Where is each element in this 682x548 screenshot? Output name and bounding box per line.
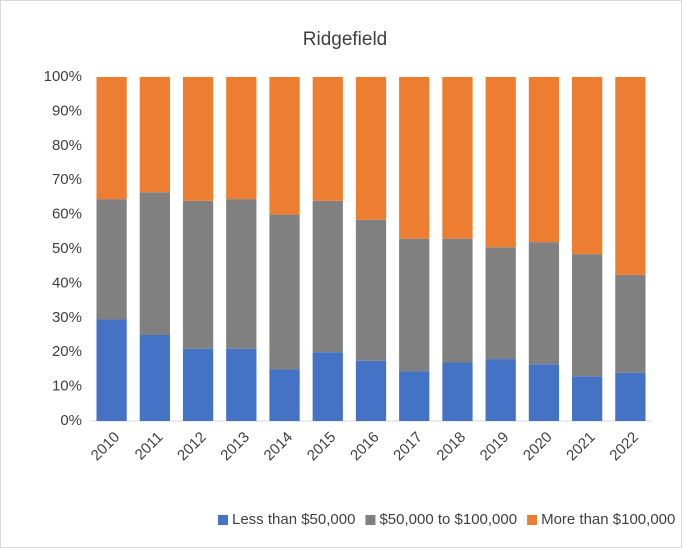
bar-segment: [355, 360, 387, 421]
bar-segment: [528, 364, 560, 421]
legend-swatch: [527, 515, 538, 525]
bar-segment: [572, 254, 603, 377]
bar-segment: [182, 200, 214, 349]
bar-segment: [442, 362, 473, 421]
y-tick-label: 90%: [52, 102, 82, 119]
y-tick-label: 80%: [52, 137, 82, 154]
y-tick-label: 0%: [60, 412, 82, 429]
bar-segment: [226, 199, 257, 349]
bar-segment: [355, 77, 387, 220]
bar-segment: [485, 77, 516, 248]
y-tick-label: 60%: [52, 206, 82, 223]
bar-segment: [139, 77, 170, 193]
bar-segment: [399, 77, 430, 239]
legend-label: Less than $50,000: [232, 511, 355, 528]
y-tick-label: 70%: [52, 171, 82, 188]
bar-segment: [528, 77, 560, 243]
legend-swatch: [365, 515, 376, 525]
bar-segment: [615, 77, 646, 275]
bar-segment: [96, 319, 127, 421]
bar-segment: [528, 242, 560, 365]
bar-segment: [399, 371, 430, 421]
bar-segment: [182, 348, 214, 421]
bar-segment: [96, 199, 127, 320]
bar-segment: [312, 77, 343, 201]
bar-segment: [572, 77, 603, 255]
bar-segment: [355, 219, 387, 361]
bar-segment: [139, 335, 170, 421]
legend-label: $50,000 to $100,000: [379, 511, 517, 528]
bar-segment: [442, 238, 473, 363]
legend-label: More than $100,000: [541, 511, 675, 528]
y-tick-label: 100%: [44, 68, 82, 85]
y-tick-label: 20%: [52, 343, 82, 360]
y-tick-label: 30%: [52, 309, 82, 326]
bar-segment: [312, 352, 343, 421]
bar-segment: [226, 348, 257, 421]
bar-segment: [312, 200, 343, 353]
bar-segment: [226, 77, 257, 200]
bar-segment: [485, 359, 516, 421]
y-tick-label: 40%: [52, 274, 82, 291]
bar-segment: [139, 192, 170, 335]
y-tick-label: 10%: [52, 378, 82, 395]
y-tick-label: 50%: [52, 240, 82, 257]
bar-segment: [485, 247, 516, 360]
bar-segment: [442, 77, 473, 239]
bar-segment: [182, 77, 214, 201]
bar-segment: [399, 238, 430, 372]
bar-segment: [572, 376, 603, 421]
bar-segment: [615, 372, 646, 421]
bar-segment: [615, 274, 646, 373]
chart-title: Ridgefield: [303, 29, 388, 50]
legend-swatch: [218, 515, 228, 525]
bar-segment: [96, 77, 127, 200]
bar-segment: [269, 369, 300, 421]
bar-segment: [269, 77, 300, 215]
bar-segment: [269, 214, 300, 370]
